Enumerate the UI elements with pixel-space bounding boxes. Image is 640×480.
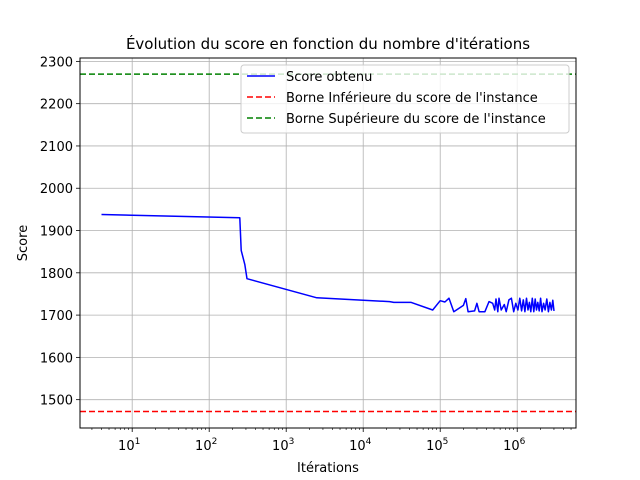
x-tick-base: 10	[503, 439, 520, 454]
legend-box	[240, 64, 570, 134]
score-series-line	[101, 213, 555, 313]
x-tick-label: 104	[349, 437, 372, 454]
y-tick-label: 1600	[40, 351, 73, 366]
x-tick-base: 10	[349, 439, 366, 454]
y-tick-label: 2000	[40, 182, 73, 197]
y-tick-label: 1800	[40, 267, 73, 282]
plot-frame	[79, 57, 577, 429]
legend: Score obtenu Borne Inférieure du score d…	[240, 64, 570, 134]
x-tick-base: 10	[426, 439, 443, 454]
x-tick-label: 102	[195, 437, 217, 454]
y-tick-label: 2100	[40, 140, 73, 155]
x-tick-label: 101	[118, 437, 140, 454]
x-tick-base: 10	[118, 439, 135, 454]
x-tick-exponent: 3	[289, 437, 295, 447]
x-tick-label: 103	[272, 437, 294, 454]
x-axis-ticks: 101 102 103 104 105 106	[91, 428, 572, 454]
legend-label-upper-bound: Borne Supérieure du score de l'instance	[286, 112, 546, 127]
x-tick-label: 106	[503, 437, 526, 454]
x-axis-label: Itérations	[297, 461, 359, 476]
x-tick-exponent: 2	[212, 437, 218, 447]
y-tick-label: 2300	[40, 55, 73, 70]
x-tick-exponent: 1	[135, 437, 141, 447]
y-tick-label: 1900	[40, 225, 73, 240]
chart-title: Évolution du score en fonction du nombre…	[126, 34, 530, 53]
y-tick-label: 1500	[40, 394, 73, 409]
y-axis-label: Score	[16, 225, 31, 261]
x-tick-exponent: 6	[520, 437, 526, 447]
x-tick-exponent: 5	[443, 437, 449, 447]
y-axis-ticks: 1500 1600 1700 1800 1900 2000 2100 2200 2300	[40, 55, 80, 409]
x-tick-label: 105	[426, 437, 448, 454]
y-tick-label: 1700	[40, 309, 73, 324]
legend-label-lower-bound: Borne Inférieure du score de l'instance	[286, 91, 538, 106]
x-tick-exponent: 4	[366, 437, 372, 447]
legend-label-score: Score obtenu	[286, 70, 372, 85]
x-tick-base: 10	[272, 439, 289, 454]
y-tick-label: 2200	[40, 98, 73, 113]
x-tick-base: 10	[195, 439, 212, 454]
series-layer	[101, 213, 555, 313]
